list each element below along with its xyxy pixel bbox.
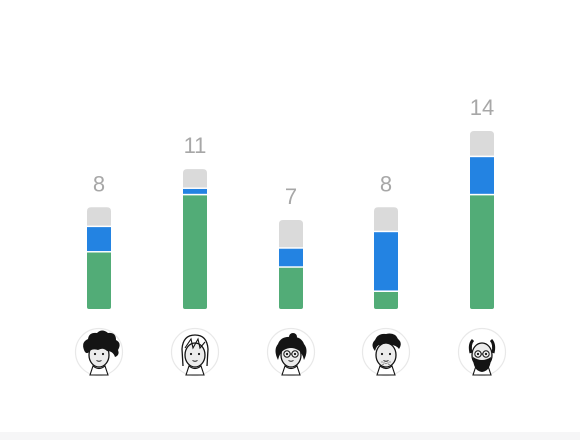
- bars-layer: [87, 131, 494, 309]
- bar-total-label: 8: [93, 171, 105, 196]
- glasses-person-icon: [266, 327, 316, 377]
- bar-segment[interactable]: [279, 267, 303, 309]
- bar-segment[interactable]: [374, 207, 398, 231]
- bar-segment[interactable]: [87, 252, 111, 309]
- bar-segment[interactable]: [470, 157, 494, 194]
- bar-total-label: 7: [285, 184, 297, 209]
- bar-group[interactable]: [279, 220, 303, 309]
- bar-segment[interactable]: [374, 232, 398, 291]
- bar-segment[interactable]: [279, 220, 303, 248]
- bottom-band: [0, 432, 580, 440]
- bar-total-label: 14: [470, 95, 494, 120]
- bar-segment[interactable]: [470, 131, 494, 156]
- bar-group[interactable]: [374, 207, 398, 309]
- avatars-layer: [74, 327, 507, 377]
- bar-segment[interactable]: [87, 227, 111, 252]
- bar-segment[interactable]: [374, 291, 398, 309]
- curly-hair-person-icon: [74, 327, 124, 377]
- bar-segment[interactable]: [279, 248, 303, 267]
- bearded-glasses-person-icon: [457, 327, 507, 377]
- bar-group[interactable]: [87, 207, 111, 309]
- bar-segment[interactable]: [470, 195, 494, 309]
- bar-segment[interactable]: [183, 169, 207, 188]
- bar-group[interactable]: [183, 169, 207, 309]
- bar-total-label: 11: [184, 133, 207, 158]
- total-labels-layer: 8 11 7 8 14: [93, 95, 494, 209]
- bar-segment[interactable]: [183, 195, 207, 309]
- bar-segment[interactable]: [87, 207, 111, 226]
- bar-total-label: 8: [380, 171, 392, 196]
- bar-segment[interactable]: [183, 188, 207, 194]
- long-hair-person-icon: [170, 327, 220, 377]
- stubble-person-icon: [361, 327, 411, 377]
- bar-group[interactable]: [470, 131, 494, 309]
